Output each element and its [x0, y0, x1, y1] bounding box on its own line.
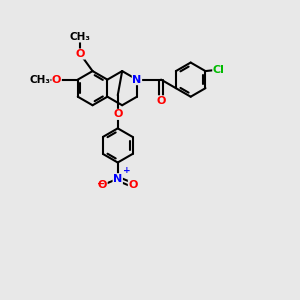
- Text: O: O: [98, 180, 107, 190]
- Text: N: N: [132, 75, 142, 85]
- Text: CH₃: CH₃: [29, 75, 50, 85]
- Text: O: O: [113, 110, 122, 119]
- Text: O: O: [156, 96, 166, 106]
- Text: Cl: Cl: [213, 64, 225, 75]
- Text: O: O: [128, 180, 138, 190]
- Text: −: −: [97, 178, 105, 189]
- Text: O: O: [76, 49, 85, 59]
- Text: +: +: [123, 166, 130, 175]
- Text: O: O: [52, 75, 61, 85]
- Text: CH₃: CH₃: [70, 32, 91, 42]
- Text: N: N: [113, 174, 122, 184]
